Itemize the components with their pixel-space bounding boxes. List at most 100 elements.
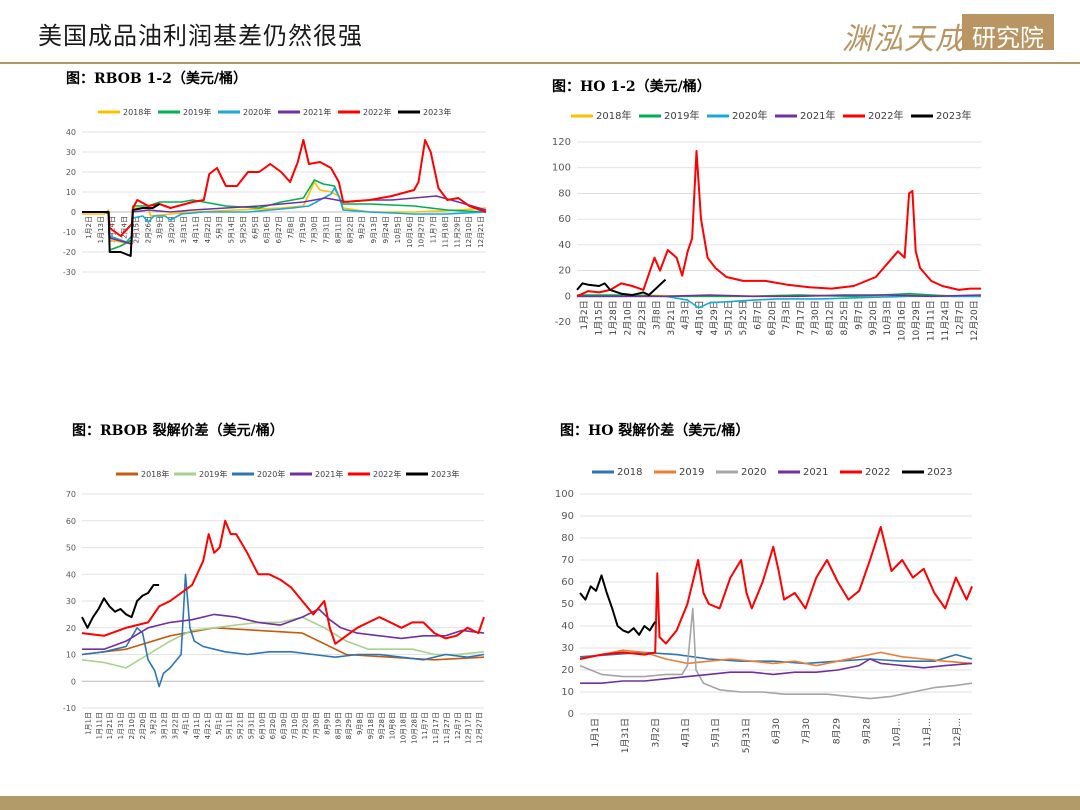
- caption-rbob-1-2: 图：RBOB 1-2（美元/桶）: [66, 71, 248, 87]
- x-tick-label: 1月13日: [97, 216, 105, 243]
- header-divider: [0, 62, 1080, 64]
- x-tick-label: 5月25日: [239, 216, 247, 243]
- x-tick-label: 8月12日: [825, 300, 836, 335]
- x-tick-label: 8月22日: [346, 216, 354, 243]
- y-tick-label: 70: [66, 490, 76, 499]
- y-tick-label: 100: [555, 489, 574, 500]
- x-tick-label: 10月27日: [418, 216, 426, 248]
- x-tick-label: 9月24日: [382, 216, 390, 243]
- x-tick-label: 8月9日: [323, 712, 331, 735]
- legend-label: 2022: [865, 467, 890, 478]
- y-tick-label: 120: [552, 137, 571, 148]
- x-tick-label: 10月29日: [911, 300, 922, 341]
- legend-label: 2020年: [243, 107, 271, 117]
- series-line-2019年: [82, 179, 487, 251]
- series-line-2022年: [576, 150, 981, 298]
- x-tick-label: 5月31日: [247, 712, 255, 739]
- legend-label: 2019年: [664, 109, 699, 122]
- x-tick-label: 1月2日: [579, 300, 590, 329]
- series-line-2020: [579, 607, 973, 700]
- x-tick-label: 9月18日: [367, 712, 375, 739]
- y-tick-label: 60: [558, 214, 571, 225]
- x-tick-label: 7月3日: [781, 300, 792, 329]
- legend-label: 2019年: [183, 107, 211, 117]
- x-tick-label: 7月19日: [299, 216, 307, 243]
- x-tick-label: 3月20日: [168, 216, 176, 243]
- x-tick-label: 3月9日: [156, 216, 164, 239]
- legend-label: 2018年: [123, 107, 151, 117]
- x-tick-label: 6月16日: [263, 216, 271, 243]
- legend-label: 2019年: [199, 469, 227, 479]
- y-tick-label: 30: [66, 597, 76, 606]
- x-tick-label: 9月2日: [358, 216, 366, 239]
- x-tick-label: 10月5日: [394, 216, 402, 243]
- legend-label: 2018年: [596, 109, 631, 122]
- legend-label: 2022年: [373, 469, 401, 479]
- legend-label: 2020年: [732, 109, 767, 122]
- x-tick-label: 5月11日: [226, 712, 234, 739]
- x-tick-label: 6月27日: [275, 216, 283, 243]
- series-line-2022: [579, 526, 973, 660]
- y-tick-label: 20: [558, 266, 571, 277]
- y-tick-label: -10: [63, 704, 76, 713]
- legend-label: 2020: [741, 467, 766, 478]
- x-tick-label: 12月17日: [465, 712, 473, 744]
- x-tick-label: 9月20日: [868, 300, 879, 335]
- x-tick-label: 11月...: [922, 718, 933, 747]
- series-line-2021: [580, 658, 973, 684]
- legend-label: 2023: [927, 467, 952, 478]
- y-tick-label: 100: [552, 163, 571, 174]
- legend-label: 2018: [617, 467, 642, 478]
- x-tick-label: 7月30: [801, 718, 812, 744]
- legend-label: 2021: [803, 467, 828, 478]
- x-tick-label: 12月...: [952, 718, 963, 747]
- x-tick-label: 9月8日: [356, 712, 364, 735]
- legend-label: 2022年: [363, 107, 391, 117]
- chart-ho-crack: 0 10 20 30 40 50 60 70 80 90 100 1月1日 1月31日 3月2日 4月1日 5…: [555, 467, 973, 753]
- x-tick-label: 10月28日: [410, 712, 418, 744]
- x-tick-label: 5月25日: [738, 300, 749, 335]
- x-tick-label: 11月11日: [926, 300, 937, 341]
- y-tick-label: 30: [66, 148, 76, 157]
- x-tick-label: 11月7日: [421, 712, 429, 739]
- series-line-2021年: [82, 608, 485, 650]
- x-tick-label: 5月31日: [741, 718, 752, 753]
- x-tick-label: 8月25日: [839, 300, 850, 335]
- caption-ho-crack: 图：HO 裂解价差（美元/桶）: [560, 423, 750, 439]
- x-tick-label: 3月22日: [171, 712, 179, 739]
- series-line-2022年: [82, 139, 487, 237]
- caption-ho-1-2: 图：HO 1-2（美元/桶）: [552, 79, 711, 95]
- y-tick-label: 20: [561, 665, 574, 676]
- y-tick-label: 70: [561, 555, 574, 566]
- x-tick-label: 4月11日: [192, 216, 200, 243]
- x-tick-label: 1月1日: [590, 718, 601, 747]
- x-tick-label: 3月2日: [650, 718, 661, 747]
- x-tick-label: 7月30日: [311, 216, 319, 243]
- legend-label: 2023年: [936, 109, 971, 122]
- x-tick-label: 8月29: [831, 718, 842, 744]
- series-line-2018年: [82, 181, 487, 245]
- x-tick-label: 12月21日: [477, 216, 485, 248]
- x-tick-label: 7月31日: [323, 216, 331, 243]
- x-tick-label: 7月30日: [313, 712, 321, 739]
- x-tick-label: 7月8日: [287, 216, 295, 239]
- legend-label: 2021年: [800, 109, 835, 122]
- caption-rbob-crack: 图：RBOB 裂解价差（美元/桶）: [72, 423, 284, 439]
- series-line-2020年: [82, 187, 487, 243]
- header: 美国成品油利润基差仍然很强 渊泓天成 研究院: [0, 0, 1080, 64]
- x-tick-label: 6月30日: [280, 712, 288, 739]
- x-tick-label: 2月10日: [623, 300, 634, 335]
- x-tick-label: 12月20日: [969, 300, 980, 341]
- x-tick-label: 10月...: [892, 718, 903, 747]
- y-tick-label: 50: [561, 599, 574, 610]
- x-tick-label: 7月30日: [810, 300, 821, 335]
- x-tick-label: 1月31日: [117, 712, 125, 739]
- x-tick-label: 4月22日: [204, 216, 212, 243]
- chart-ho-1-2: -20 0 20 40 60 80 100 120 1月2日 1月15日 1月28日 2月10日 2月2…: [552, 109, 982, 341]
- y-tick-label: 60: [66, 517, 76, 526]
- x-tick-label: 11月7日: [430, 216, 438, 243]
- legend-label: 2022年: [868, 109, 903, 122]
- x-tick-label: 11月18日: [441, 216, 449, 248]
- x-tick-label: 10月16日: [897, 300, 908, 341]
- x-tick-label: 2月20日: [139, 712, 147, 739]
